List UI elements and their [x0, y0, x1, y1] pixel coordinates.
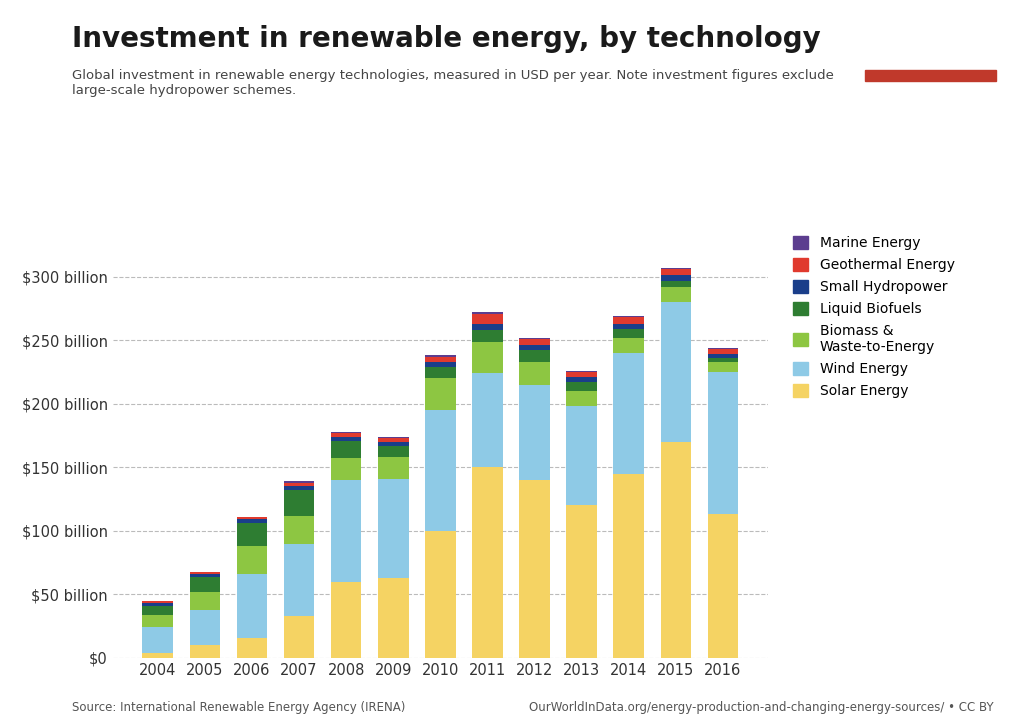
Bar: [660, 287, 691, 302]
Bar: [378, 457, 409, 479]
Legend: Marine Energy, Geothermal Energy, Small Hydropower, Liquid Biofuels, Biomass &
W: Marine Energy, Geothermal Energy, Small …: [787, 230, 961, 403]
Text: Investment in renewable energy, by technology: Investment in renewable energy, by techn…: [72, 25, 820, 54]
Bar: [566, 391, 597, 406]
Bar: [566, 372, 597, 377]
Bar: [142, 601, 173, 603]
Bar: [331, 437, 361, 440]
Bar: [331, 582, 361, 658]
Bar: [708, 348, 738, 349]
Bar: [189, 592, 220, 609]
Bar: [865, 69, 996, 81]
Bar: [237, 517, 267, 519]
Bar: [284, 544, 314, 616]
Bar: [708, 362, 738, 372]
Bar: [378, 438, 409, 442]
Bar: [378, 479, 409, 578]
Bar: [519, 338, 550, 339]
Bar: [472, 312, 503, 314]
Bar: [472, 314, 503, 324]
Bar: [284, 616, 314, 658]
Bar: [708, 358, 738, 362]
Bar: [378, 437, 409, 438]
Bar: [237, 638, 267, 658]
Bar: [189, 577, 220, 592]
Bar: [284, 515, 314, 544]
Bar: [472, 467, 503, 658]
Bar: [613, 324, 644, 329]
Bar: [613, 317, 644, 324]
Bar: [189, 574, 220, 577]
Bar: [284, 487, 314, 490]
Text: Source: International Renewable Energy Agency (IRENA): Source: International Renewable Energy A…: [72, 701, 406, 714]
Bar: [237, 523, 267, 546]
Bar: [142, 628, 173, 653]
Text: in Data: in Data: [905, 48, 956, 61]
Bar: [378, 578, 409, 658]
Text: Our World: Our World: [895, 29, 967, 42]
Bar: [142, 603, 173, 606]
Bar: [613, 329, 644, 338]
Bar: [708, 354, 738, 358]
Bar: [660, 268, 691, 269]
Bar: [331, 458, 361, 480]
Bar: [613, 474, 644, 658]
Bar: [425, 531, 456, 658]
Bar: [284, 482, 314, 487]
Bar: [237, 546, 267, 574]
Bar: [425, 356, 456, 362]
Bar: [660, 281, 691, 287]
Bar: [708, 372, 738, 514]
Text: OurWorldInData.org/energy-production-and-changing-energy-sources/ • CC BY: OurWorldInData.org/energy-production-and…: [528, 701, 993, 714]
Text: Global investment in renewable energy technologies, measured in USD per year. No: Global investment in renewable energy te…: [72, 69, 834, 97]
Bar: [519, 346, 550, 351]
Bar: [566, 377, 597, 382]
Bar: [425, 378, 456, 410]
Bar: [331, 433, 361, 437]
Bar: [425, 367, 456, 378]
Bar: [660, 269, 691, 275]
Bar: [472, 373, 503, 467]
Bar: [378, 442, 409, 445]
Bar: [237, 574, 267, 638]
Bar: [613, 316, 644, 317]
Bar: [660, 275, 691, 281]
Bar: [472, 341, 503, 373]
Bar: [566, 371, 597, 372]
Bar: [331, 480, 361, 582]
Bar: [613, 353, 644, 474]
Bar: [660, 442, 691, 658]
Bar: [331, 440, 361, 458]
Bar: [425, 362, 456, 367]
Bar: [189, 571, 220, 574]
Bar: [472, 324, 503, 330]
Bar: [519, 480, 550, 658]
Bar: [284, 490, 314, 515]
Bar: [189, 645, 220, 658]
Bar: [425, 410, 456, 531]
Bar: [708, 514, 738, 658]
Bar: [708, 349, 738, 354]
Bar: [142, 606, 173, 615]
Bar: [472, 330, 503, 341]
Bar: [519, 351, 550, 362]
Bar: [613, 338, 644, 353]
Bar: [519, 385, 550, 480]
Bar: [566, 406, 597, 505]
Bar: [142, 615, 173, 628]
Bar: [378, 445, 409, 457]
Bar: [566, 505, 597, 658]
Bar: [142, 653, 173, 658]
Bar: [660, 302, 691, 442]
Bar: [519, 362, 550, 385]
Bar: [566, 382, 597, 391]
Bar: [237, 519, 267, 523]
Bar: [189, 609, 220, 645]
Bar: [331, 432, 361, 433]
Bar: [519, 339, 550, 346]
